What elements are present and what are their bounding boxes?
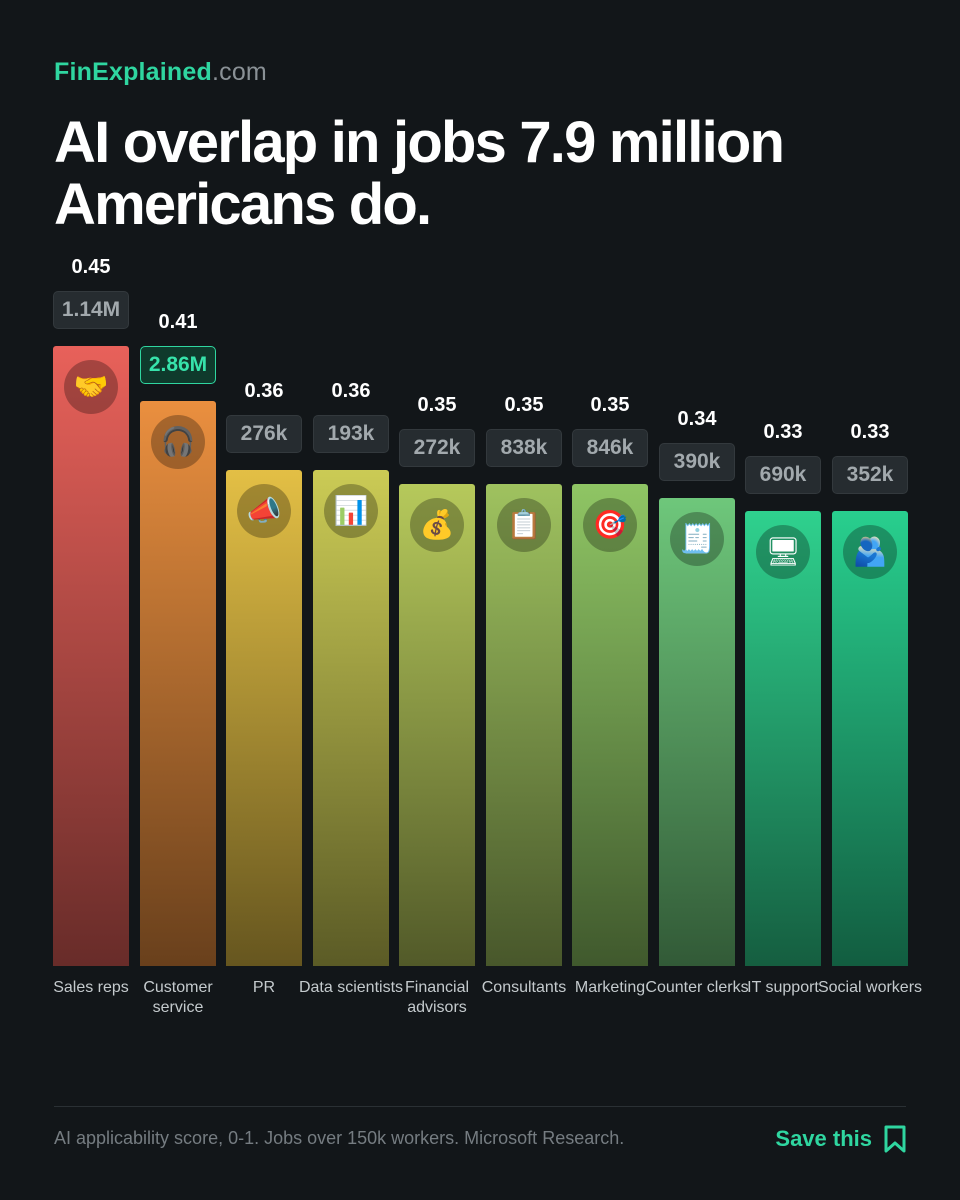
people-hugging-icon: 🫂 bbox=[843, 525, 897, 579]
category-label: Marketing bbox=[574, 979, 646, 996]
category-label: Social workers bbox=[817, 979, 923, 996]
bar bbox=[399, 484, 475, 966]
worker-count-badge: 2.86M bbox=[140, 346, 216, 384]
bar bbox=[140, 401, 216, 966]
score-label: 0.35 bbox=[504, 394, 544, 416]
score-label: 0.35 bbox=[417, 394, 457, 416]
worker-count-badge: 690k bbox=[745, 456, 821, 494]
headphones-icon: 🎧 bbox=[151, 415, 205, 469]
bar-chart: 🤝 1.14M 0.45 Sales reps 🎧 2.86M 0.41 Customer s… bbox=[53, 0, 923, 1040]
category-label: Sales reps bbox=[53, 979, 129, 996]
worker-count-badge: 352k bbox=[832, 456, 908, 494]
category-label: PR bbox=[252, 979, 276, 996]
score-label: 0.45 bbox=[71, 256, 111, 278]
receipt-icon: 🧾 bbox=[670, 512, 724, 566]
brand-logo: FinExplained.com bbox=[54, 58, 267, 87]
score-label: 0.41 bbox=[158, 311, 198, 333]
worker-count-badge: 1.14M bbox=[53, 291, 129, 329]
category-label: Consultants bbox=[481, 979, 567, 996]
score-label: 0.35 bbox=[590, 394, 630, 416]
bar-group: 🧾 390k 0.34 bbox=[659, 0, 735, 1040]
bar-group: 🤝 1.14M 0.45 bbox=[53, 0, 129, 1040]
worker-count-badge: 838k bbox=[486, 429, 562, 467]
worker-count-badge: 390k bbox=[659, 443, 735, 481]
score-label: 0.33 bbox=[763, 421, 803, 443]
source-note: AI applicability score, 0-1. Jobs over 1… bbox=[54, 1128, 625, 1148]
category-label: Customer service bbox=[143, 979, 213, 1016]
footer-divider bbox=[54, 1106, 906, 1107]
computer-icon: 🖥 bbox=[756, 525, 810, 579]
score-label: 0.33 bbox=[850, 421, 890, 443]
category-label: Financial advisors bbox=[404, 979, 470, 1016]
brand-suffix: .com bbox=[211, 58, 267, 86]
clipboard-icon: 📋 bbox=[497, 498, 551, 552]
bar bbox=[745, 511, 821, 966]
category-label: Data scientists bbox=[298, 979, 404, 996]
category-label: Counter clerks bbox=[645, 979, 749, 996]
save-button[interactable]: Save this bbox=[775, 1121, 906, 1157]
bar-group: 🫂 352k 0.33 bbox=[832, 0, 908, 1040]
bar-group: 📋 838k 0.35 bbox=[486, 0, 562, 1040]
bar-group: 📊 193k 0.36 bbox=[313, 0, 389, 1040]
money-bag-icon: 💰 bbox=[410, 498, 464, 552]
worker-count-badge: 272k bbox=[399, 429, 475, 467]
bookmark-icon bbox=[884, 1125, 906, 1153]
bar bbox=[53, 346, 129, 966]
worker-count-badge: 193k bbox=[313, 415, 389, 453]
bar-group: 🎯 846k 0.35 bbox=[572, 0, 648, 1040]
bar-group: 🎧 2.86M 0.41 bbox=[140, 0, 216, 1040]
chart-title: AI overlap in jobs 7.9 million Americans… bbox=[54, 110, 785, 237]
handshake-icon: 🤝 bbox=[64, 360, 118, 414]
save-label: Save this bbox=[775, 1126, 872, 1151]
score-label: 0.36 bbox=[331, 380, 371, 402]
bar bbox=[832, 511, 908, 966]
score-label: 0.36 bbox=[244, 380, 284, 402]
category-label: IT support bbox=[747, 979, 819, 996]
bar-group: 📣 276k 0.36 bbox=[226, 0, 302, 1040]
worker-count-badge: 846k bbox=[572, 429, 648, 467]
bar-group: 💰 272k 0.35 bbox=[399, 0, 475, 1040]
bar bbox=[659, 498, 735, 966]
bar bbox=[486, 484, 562, 966]
bar bbox=[572, 484, 648, 966]
bar bbox=[313, 470, 389, 966]
target-icon: 🎯 bbox=[583, 498, 637, 552]
bar-chart-icon: 📊 bbox=[324, 484, 378, 538]
megaphone-icon: 📣 bbox=[237, 484, 291, 538]
worker-count-badge: 276k bbox=[226, 415, 302, 453]
score-label: 0.34 bbox=[677, 408, 717, 430]
bar-group: 🖥 690k 0.33 bbox=[745, 0, 821, 1040]
bar bbox=[226, 470, 302, 966]
brand-name: FinExplained bbox=[54, 58, 212, 86]
